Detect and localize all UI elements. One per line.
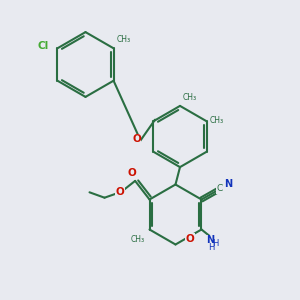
Text: O: O xyxy=(186,233,194,244)
Text: O: O xyxy=(116,187,124,197)
Text: N: N xyxy=(206,235,214,245)
Text: CH₃: CH₃ xyxy=(131,236,145,244)
Text: N: N xyxy=(224,179,232,189)
Text: CH₃: CH₃ xyxy=(182,93,197,102)
Text: CH₃: CH₃ xyxy=(210,116,224,125)
Text: CH₃: CH₃ xyxy=(117,35,131,44)
Text: H: H xyxy=(212,239,218,248)
Text: Cl: Cl xyxy=(38,41,49,51)
Text: O: O xyxy=(127,168,136,178)
Text: C: C xyxy=(217,184,223,193)
Text: O: O xyxy=(132,134,141,145)
Text: H: H xyxy=(208,243,214,252)
